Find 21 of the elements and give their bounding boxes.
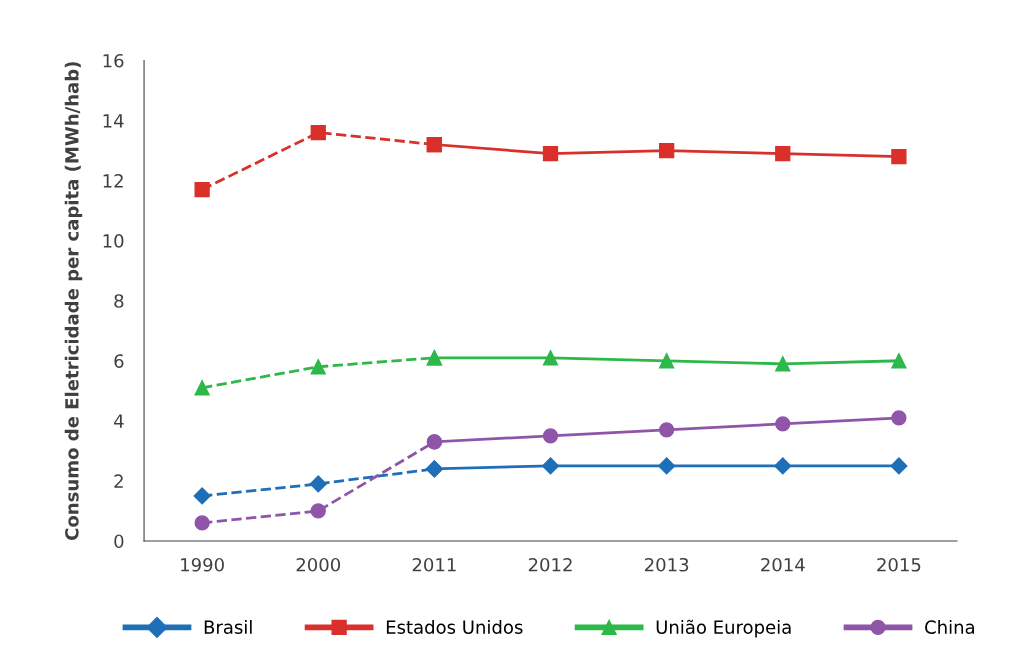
legend-label: Brasil xyxy=(204,619,252,634)
y-tick-label: 16 xyxy=(103,53,124,68)
x-tick-label: 2012 xyxy=(528,557,572,572)
x-tick-label: 2013 xyxy=(644,557,689,572)
y-tick-label: 4 xyxy=(114,414,124,428)
y-tick-label: 10 xyxy=(103,234,124,248)
y-axis-title: Consumo de Eletricidade per capita (MWh/hab) xyxy=(64,62,83,540)
legend-label: China xyxy=(925,619,974,634)
x-tick-label: 2015 xyxy=(877,557,921,572)
x-tick-label: 2000 xyxy=(296,557,341,572)
x-tick-label: 2011 xyxy=(412,557,456,572)
x-tick-label: 1990 xyxy=(181,557,224,572)
y-tick-label: 8 xyxy=(114,294,124,308)
legend-label: União Europeia xyxy=(656,619,791,638)
y-tick-label: 14 xyxy=(103,114,124,128)
y-tick-label: 0 xyxy=(114,534,124,549)
legend-label: Estados Unidos xyxy=(386,619,523,634)
y-tick-label: 2 xyxy=(114,474,123,488)
x-tick-label: 2014 xyxy=(761,557,805,572)
y-tick-label: 6 xyxy=(114,354,124,368)
y-tick-label: 12 xyxy=(103,174,123,188)
